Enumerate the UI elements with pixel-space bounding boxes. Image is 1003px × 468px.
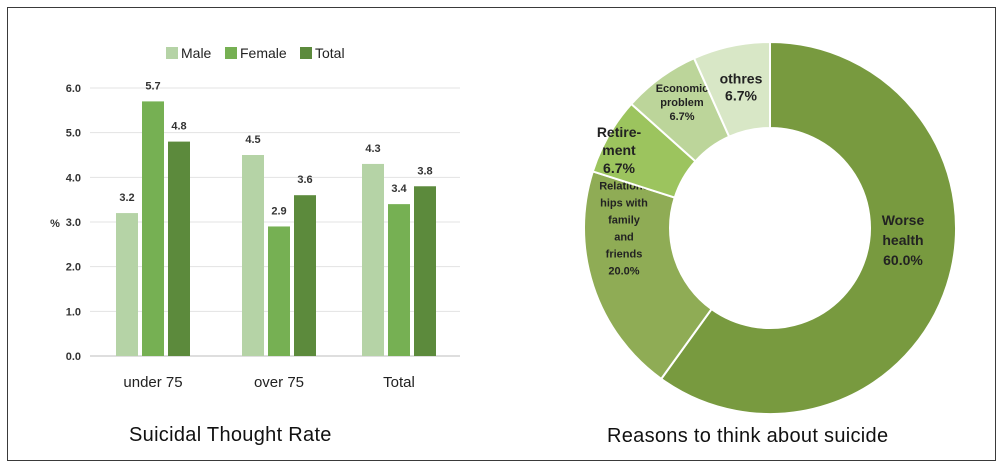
donut-slice-1	[583, 170, 713, 381]
bar-chart: 0.0 1.0 2.0 3.0 4.0 5.0 6.0% 3.2 4.5 4.3 5.7 2.9 3.4…	[50, 45, 460, 391]
bar-value-label: 3.4	[391, 183, 407, 195]
slice-label: 6.7%	[603, 160, 635, 176]
donut-slice-0	[659, 40, 957, 415]
slice-label: 6.7%	[669, 111, 694, 123]
legend-label-male: Male	[181, 45, 212, 61]
donut-slice-4	[692, 40, 771, 139]
slice-label: and	[614, 231, 634, 243]
y-tick-label: 5.0	[66, 128, 81, 140]
bar-male-2	[362, 163, 384, 356]
slice-label: problem	[660, 97, 704, 109]
slice-label: friends	[606, 248, 643, 260]
bar-male-0	[116, 213, 138, 356]
bar-value-label: 4.3	[365, 143, 380, 155]
bar-value-label: 2.9	[271, 205, 286, 217]
bar-value-label: 4.5	[245, 134, 260, 146]
y-tick-label: 0.0	[66, 351, 81, 363]
bar-female-2	[388, 204, 410, 356]
bar-value-label: 3.8	[417, 165, 432, 177]
x-category-label: Total	[383, 374, 415, 391]
slice-label: hips with	[600, 197, 648, 209]
y-tick-label: 1.0	[66, 306, 81, 318]
bar-female-0	[142, 101, 164, 357]
slice-label: othres	[720, 70, 763, 86]
bar-value-label: 4.8	[171, 121, 186, 133]
slice-label: Retire-	[597, 124, 642, 140]
figure-frame	[7, 7, 996, 461]
bar-value-label: 3.2	[119, 192, 134, 204]
slice-label: Economic	[656, 83, 709, 95]
bar-male-1	[242, 155, 264, 356]
slice-label: family	[608, 214, 641, 226]
bar-value-label: 3.6	[297, 174, 312, 186]
bar-total-2	[414, 186, 436, 356]
legend-swatch-female	[225, 47, 237, 59]
legend-swatch-total	[300, 47, 312, 59]
legend-label-female: Female	[240, 45, 287, 61]
slice-label: ment	[602, 142, 636, 158]
bar-value-label: 5.7	[145, 80, 160, 92]
y-tick-label: 6.0	[66, 83, 81, 95]
bar-total-0	[168, 141, 190, 356]
y-axis-label: %	[50, 218, 60, 230]
legend-label-total: Total	[315, 45, 345, 61]
bar-chart-caption: Suicidal Thought Rate	[129, 424, 332, 446]
bar-total-1	[294, 195, 316, 356]
y-tick-label: 3.0	[66, 217, 81, 229]
legend-swatch-male	[166, 47, 178, 59]
slice-label: 6.7%	[725, 87, 757, 103]
slice-label: health	[882, 232, 923, 248]
slice-label: Worse	[882, 212, 925, 228]
slice-label: 60.0%	[883, 252, 923, 268]
y-tick-label: 4.0	[66, 172, 81, 184]
x-category-label: under 75	[123, 374, 182, 391]
x-category-label: over 75	[254, 374, 304, 391]
donut-chart-caption: Reasons to think about suicide	[607, 425, 889, 447]
slice-label: 20.0%	[608, 265, 639, 277]
bar-female-1	[268, 226, 290, 356]
y-tick-label: 2.0	[66, 262, 81, 274]
